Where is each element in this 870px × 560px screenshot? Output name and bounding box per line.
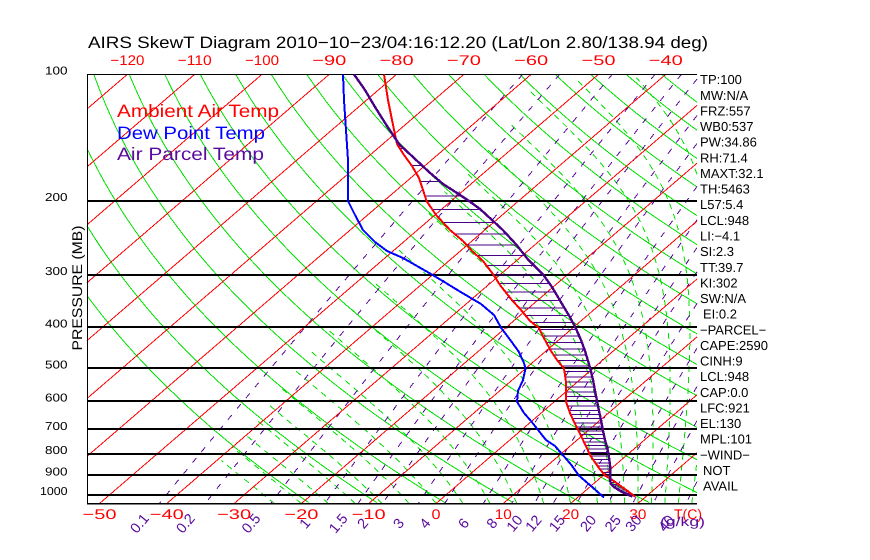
svg-text:LCL:948: LCL:948 — [700, 369, 749, 384]
svg-text:(g/kg): (g/kg) — [660, 514, 705, 529]
svg-text:400: 400 — [45, 319, 68, 331]
svg-text:CINH:9: CINH:9 — [700, 354, 743, 369]
svg-text:EL:130: EL:130 — [700, 416, 741, 431]
svg-text:800: 800 — [45, 445, 68, 457]
svg-text:Ambient Air Temp: Ambient Air Temp — [117, 101, 279, 121]
svg-text:AVAIL: AVAIL — [703, 479, 738, 494]
svg-text:−80: −80 — [380, 52, 414, 68]
svg-text:−60: −60 — [514, 52, 548, 68]
svg-text:0: 0 — [432, 506, 441, 522]
svg-text:LFC:921: LFC:921 — [700, 400, 750, 415]
svg-text:AIRS SkewT Diagram 2010−10−23/: AIRS SkewT Diagram 2010−10−23/04:16:12.2… — [88, 34, 708, 52]
svg-text:−40: −40 — [150, 506, 184, 522]
svg-text:SI:2.3: SI:2.3 — [700, 244, 734, 259]
svg-text:200: 200 — [45, 192, 68, 204]
svg-text:30: 30 — [623, 513, 646, 536]
svg-text:−PARCEL−: −PARCEL− — [700, 322, 766, 337]
svg-text:−90: −90 — [312, 52, 346, 68]
svg-text:−20: −20 — [284, 506, 318, 522]
svg-text:−WIND−: −WIND− — [700, 447, 750, 462]
svg-text:TH:5463: TH:5463 — [700, 182, 750, 197]
svg-text:Air Parcel Temp: Air Parcel Temp — [117, 144, 264, 164]
svg-text:10: 10 — [495, 506, 512, 522]
svg-text:700: 700 — [45, 421, 68, 433]
svg-text:Dew Point Temp: Dew Point Temp — [117, 123, 265, 143]
svg-text:NOT: NOT — [703, 463, 731, 478]
svg-text:300: 300 — [45, 266, 68, 278]
svg-text:500: 500 — [45, 359, 68, 371]
svg-text:−70: −70 — [447, 52, 481, 68]
svg-text:−30: −30 — [217, 506, 251, 522]
svg-text:−40: −40 — [649, 52, 683, 68]
svg-text:10: 10 — [504, 513, 527, 536]
svg-text:−100: −100 — [245, 52, 279, 68]
svg-text:FRZ:557: FRZ:557 — [700, 104, 751, 119]
svg-text:PRESSURE (MB): PRESSURE (MB) — [69, 226, 85, 351]
svg-text:1000: 1000 — [40, 486, 68, 498]
svg-text:MAXT:32.1: MAXT:32.1 — [700, 166, 764, 181]
svg-text:EI:0.2: EI:0.2 — [703, 307, 737, 322]
svg-text:30: 30 — [629, 506, 646, 522]
svg-text:CAPE:2590: CAPE:2590 — [700, 338, 768, 353]
svg-text:900: 900 — [45, 467, 68, 479]
svg-text:−110: −110 — [178, 52, 212, 68]
svg-text:100: 100 — [45, 66, 68, 78]
svg-text:LI:−4.1: LI:−4.1 — [700, 229, 740, 244]
svg-text:20: 20 — [578, 513, 601, 536]
svg-text:CAP:0.0: CAP:0.0 — [700, 385, 748, 400]
svg-text:L57:5.4: L57:5.4 — [700, 197, 743, 212]
svg-text:−120: −120 — [110, 52, 144, 68]
svg-text:12: 12 — [523, 513, 546, 536]
svg-text:TT:39.7: TT:39.7 — [700, 260, 743, 275]
svg-text:20: 20 — [562, 506, 579, 522]
svg-text:MPL:101: MPL:101 — [700, 432, 752, 447]
svg-text:PW:34.86: PW:34.86 — [700, 135, 757, 150]
svg-text:−50: −50 — [83, 506, 117, 522]
svg-text:WB0:537: WB0:537 — [700, 119, 753, 134]
svg-text:SW:N/A: SW:N/A — [700, 291, 746, 306]
svg-text:T(C): T(C) — [674, 506, 702, 522]
svg-text:40: 40 — [656, 513, 679, 536]
svg-text:600: 600 — [45, 393, 68, 405]
svg-text:RH:71.4: RH:71.4 — [700, 150, 748, 165]
svg-text:−50: −50 — [582, 52, 616, 68]
svg-text:LCL:948: LCL:948 — [700, 213, 749, 228]
svg-text:TP:100: TP:100 — [700, 72, 742, 87]
svg-text:15: 15 — [546, 513, 569, 536]
svg-text:MW:N/A: MW:N/A — [700, 88, 748, 103]
svg-text:KI:302: KI:302 — [700, 275, 738, 290]
svg-text:−10: −10 — [352, 506, 386, 522]
svg-text:25: 25 — [602, 513, 625, 536]
